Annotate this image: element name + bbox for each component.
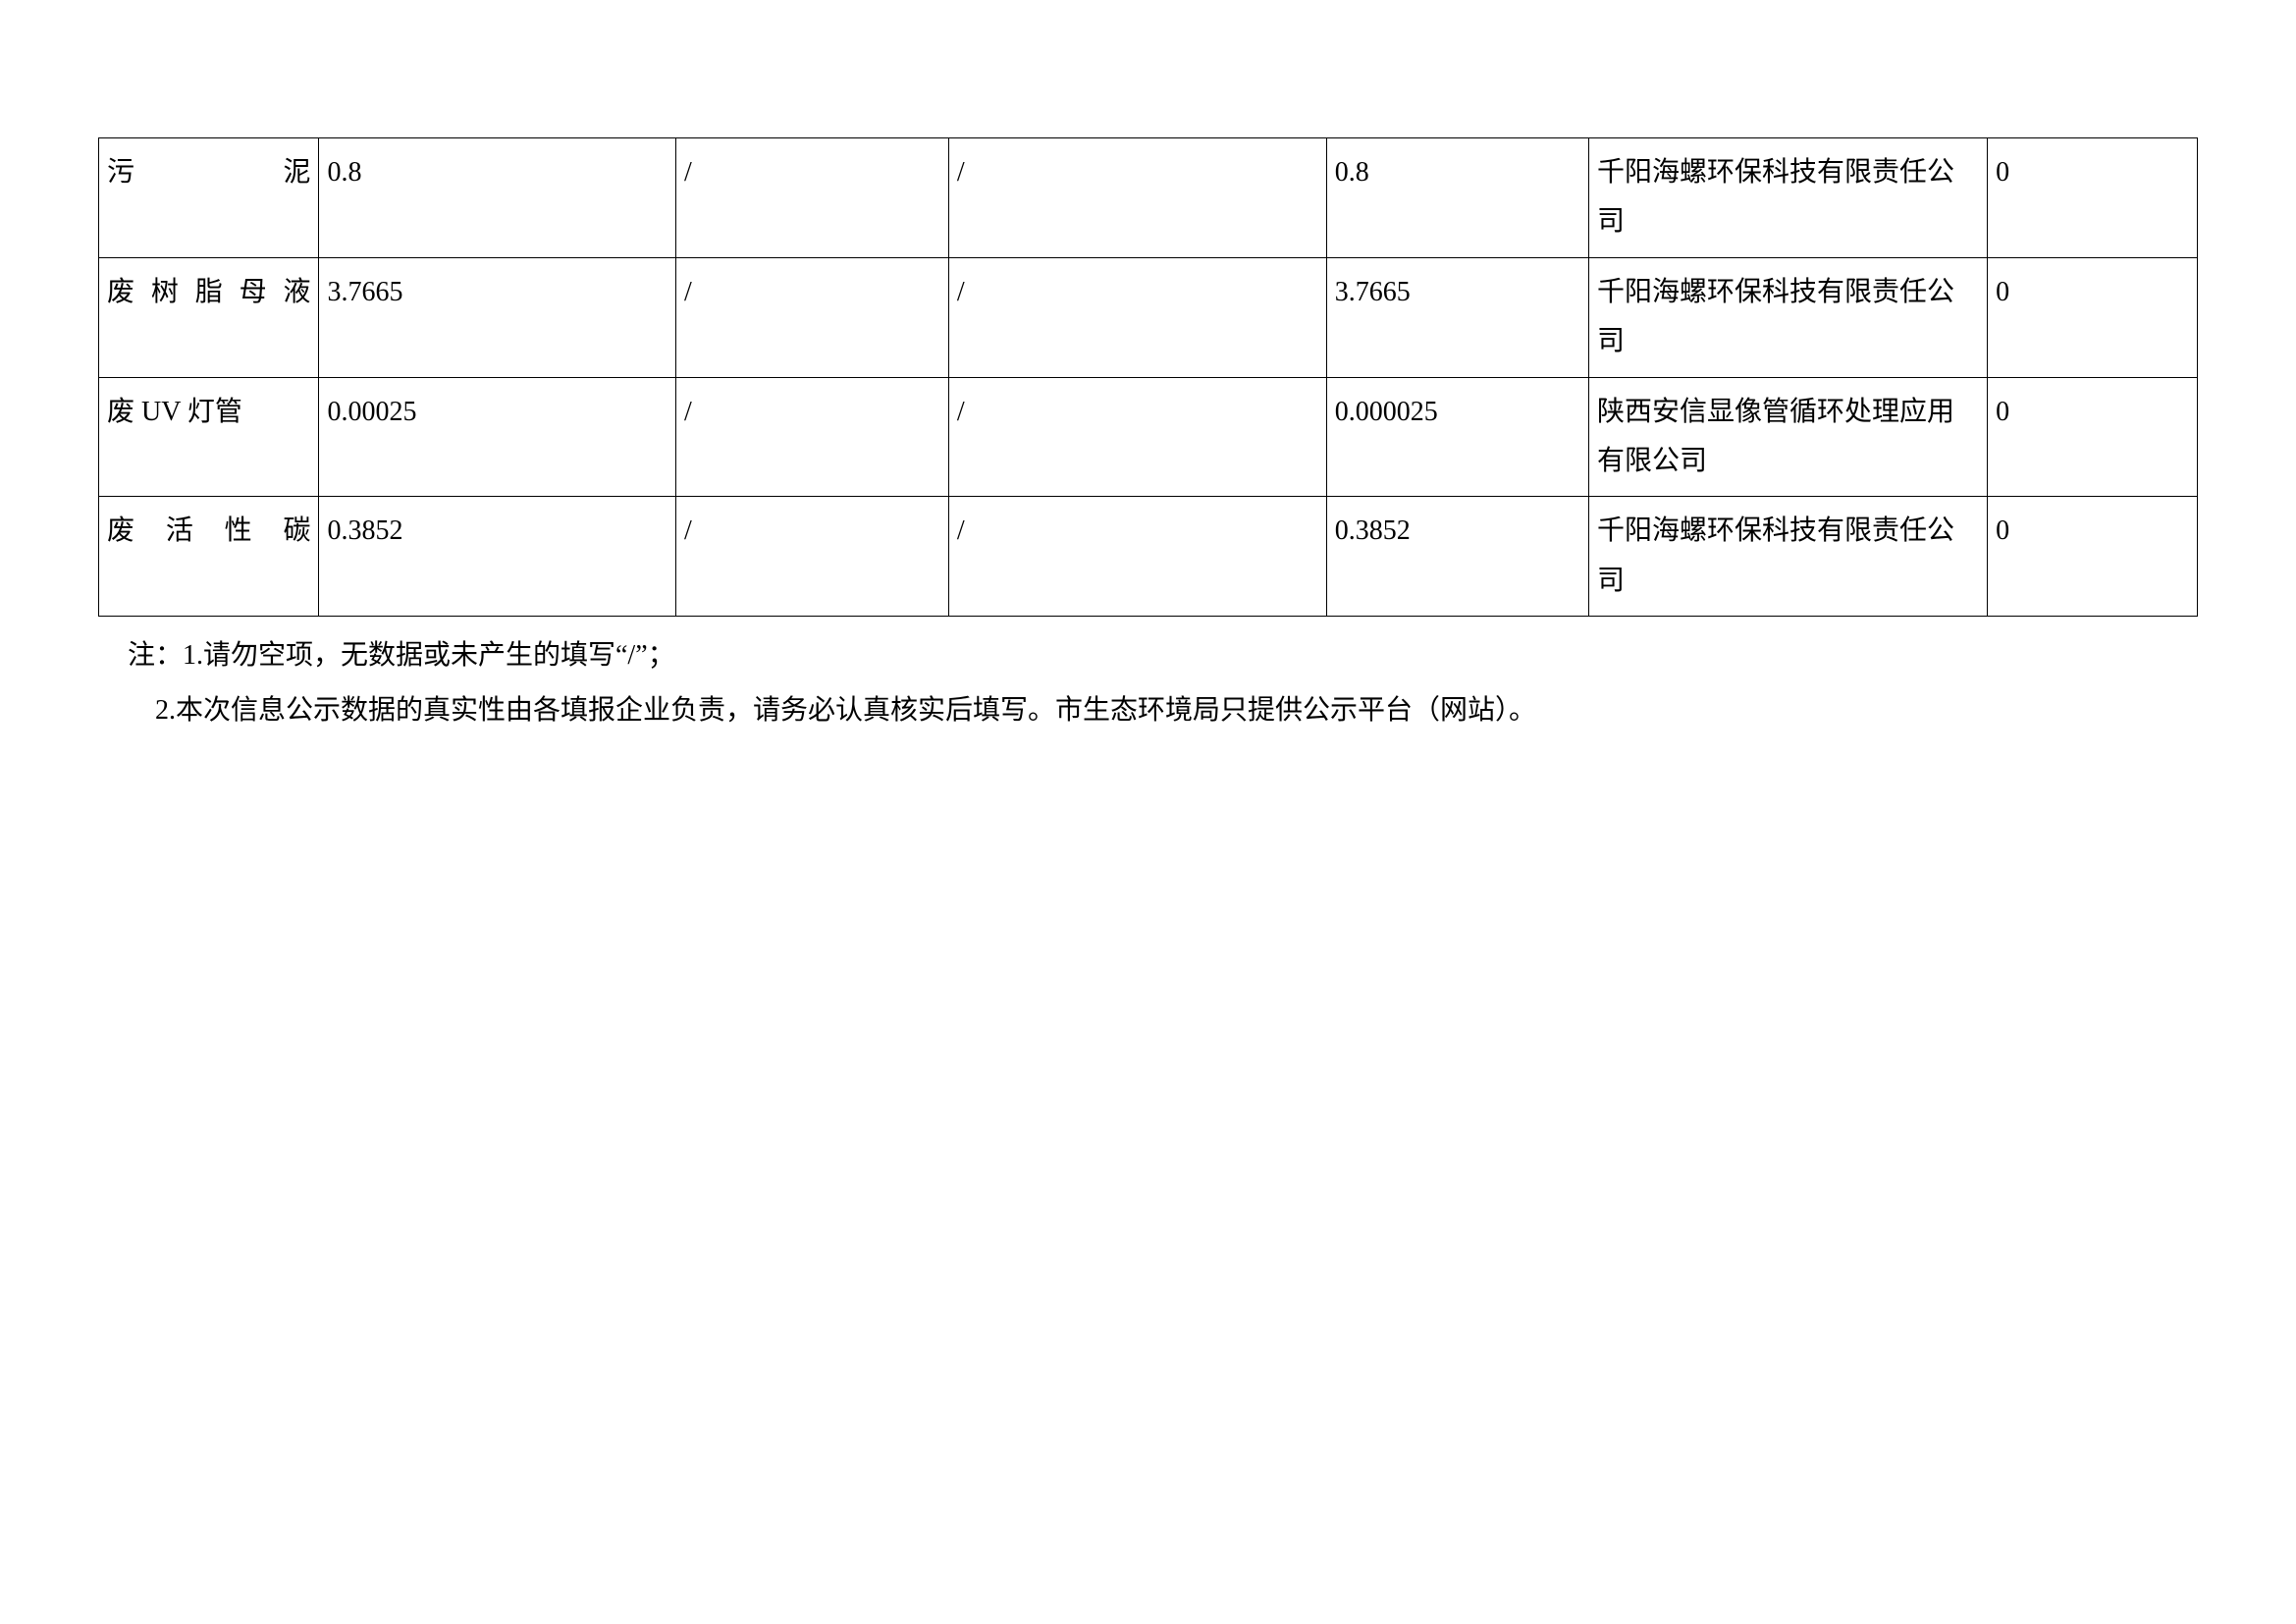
cell-company: 千阳海螺环保科技有限责任公司	[1588, 257, 1987, 377]
cell-value: /	[948, 497, 1326, 617]
cell-value: 0.3852	[319, 497, 675, 617]
cell-name: 废 UV 灯管	[99, 377, 319, 497]
cell-value: 3.7665	[1326, 257, 1588, 377]
cell-name: 废树脂母液	[99, 257, 319, 377]
cell-value: 0	[1988, 257, 2198, 377]
cell-value: 3.7665	[319, 257, 675, 377]
cell-value: 0.3852	[1326, 497, 1588, 617]
footnote-line: 2.本次信息公示数据的真实性由各填报企业负责，请务必认真核实后填写。市生态环境局…	[128, 683, 2198, 738]
cell-value: 0	[1988, 497, 2198, 617]
cell-value: /	[948, 377, 1326, 497]
cell-value: /	[675, 377, 948, 497]
footnotes: 注：1.请勿空项，无数据或未产生的填写“/”； 2.本次信息公示数据的真实性由各…	[98, 628, 2198, 738]
cell-name: 废活性碳	[99, 497, 319, 617]
data-table: 污泥 0.8 / / 0.8 千阳海螺环保科技有限责任公司 0 废树脂母液 3.…	[98, 137, 2198, 617]
cell-value: /	[675, 497, 948, 617]
cell-value: 0.8	[319, 138, 675, 258]
cell-value: /	[948, 257, 1326, 377]
cell-company: 千阳海螺环保科技有限责任公司	[1588, 138, 1987, 258]
cell-value: 0.00025	[319, 377, 675, 497]
document-page: 污泥 0.8 / / 0.8 千阳海螺环保科技有限责任公司 0 废树脂母液 3.…	[0, 0, 2296, 738]
table-row: 污泥 0.8 / / 0.8 千阳海螺环保科技有限责任公司 0	[99, 138, 2198, 258]
cell-value: 0.8	[1326, 138, 1588, 258]
cell-value: /	[948, 138, 1326, 258]
cell-value: 0	[1988, 377, 2198, 497]
table-row: 废 UV 灯管 0.00025 / / 0.000025 陕西安信显像管循环处理…	[99, 377, 2198, 497]
footnote-line: 注：1.请勿空项，无数据或未产生的填写“/”；	[128, 628, 2198, 683]
cell-company: 千阳海螺环保科技有限责任公司	[1588, 497, 1987, 617]
cell-name: 污泥	[99, 138, 319, 258]
table-row: 废活性碳 0.3852 / / 0.3852 千阳海螺环保科技有限责任公司 0	[99, 497, 2198, 617]
cell-company: 陕西安信显像管循环处理应用有限公司	[1588, 377, 1987, 497]
cell-value: /	[675, 257, 948, 377]
cell-value: 0.000025	[1326, 377, 1588, 497]
cell-value: /	[675, 138, 948, 258]
table-row: 废树脂母液 3.7665 / / 3.7665 千阳海螺环保科技有限责任公司 0	[99, 257, 2198, 377]
cell-value: 0	[1988, 138, 2198, 258]
